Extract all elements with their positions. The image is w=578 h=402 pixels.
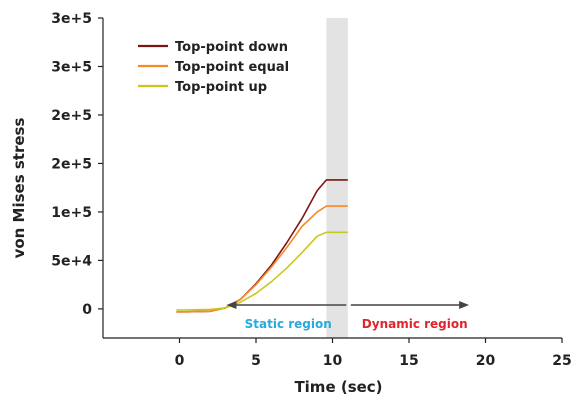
legend: Top-point down Top-point equal Top-point u… — [138, 40, 289, 95]
y-tick-label: 1e+5 — [51, 205, 92, 221]
legend-label-3: Top-point up — [175, 80, 267, 95]
region-annotations: Static region Dynamic region — [226, 301, 470, 331]
series-line-1 — [176, 179, 348, 313]
x-tick-label: 25 — [552, 353, 571, 369]
shaded-band — [326, 18, 348, 338]
dynamic-region-label: Dynamic region — [362, 317, 468, 331]
legend-label-2: Top-point equal — [175, 60, 289, 75]
legend-label-1: Top-point down — [175, 40, 288, 55]
axes: 0 5 10 15 20 25 0 5e+4 1e+5 2e+5 2e+5 3e+5 3e+5 — [51, 11, 571, 369]
x-tick-label: 0 — [175, 353, 185, 369]
y-axis-title: von Mises stress — [10, 118, 28, 259]
y-tick-label: 3e+5 — [51, 11, 92, 27]
axis-labels: Time (sec) von Mises stress — [10, 118, 383, 396]
x-tick-label: 5 — [251, 353, 261, 369]
y-tick-label: 3e+5 — [51, 59, 92, 75]
y-tick-label: 5e+4 — [51, 253, 92, 269]
shaded-transition-band — [326, 18, 348, 338]
static-region-label: Static region — [245, 317, 332, 331]
x-tick-label: 20 — [476, 353, 496, 369]
series-line-2 — [176, 205, 348, 313]
x-axis-title: Time (sec) — [294, 378, 382, 396]
y-tick-label: 0 — [82, 302, 92, 318]
series-lines — [176, 179, 348, 313]
y-tick-label: 2e+5 — [51, 108, 92, 124]
x-tick-label: 10 — [323, 353, 343, 369]
y-tick-label: 2e+5 — [51, 156, 92, 172]
series-line-3 — [176, 231, 348, 311]
x-tick-label: 15 — [399, 353, 418, 369]
